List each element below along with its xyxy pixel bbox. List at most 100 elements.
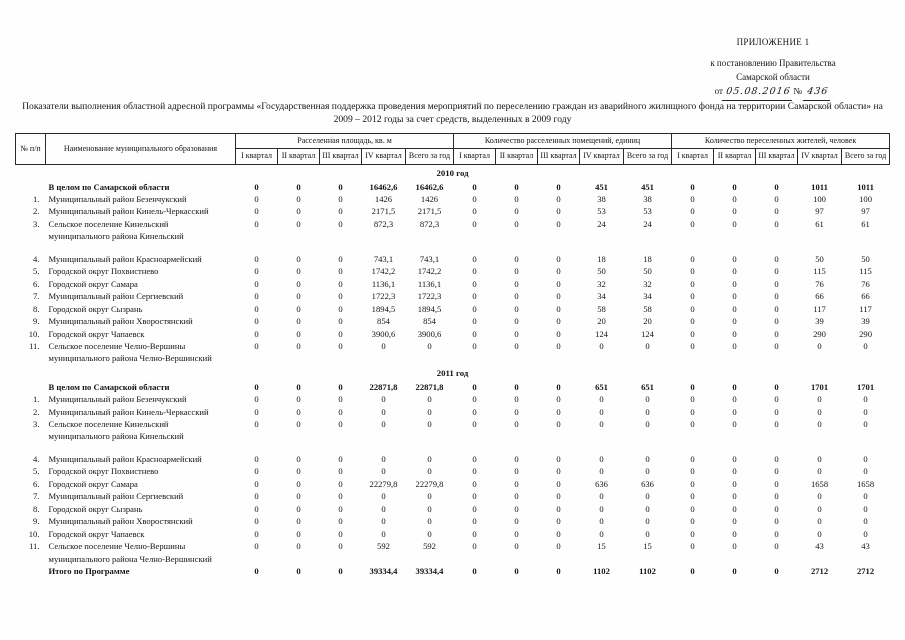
value-cell: 0 bbox=[254, 491, 259, 502]
value-cell: 0 bbox=[254, 266, 259, 277]
table-row: 8. Городской округ Сызрань 0 0 0 1894,5 1894,5… bbox=[16, 303, 890, 315]
value-cell: 0 bbox=[599, 340, 604, 351]
value-cell: 0 bbox=[690, 466, 695, 477]
value-cell: 0 bbox=[472, 381, 477, 392]
table-row: 1. Муниципальный район Безенчукский 0 0 0 0 0 0… bbox=[16, 393, 890, 405]
value-cell: 0 bbox=[645, 503, 650, 514]
municipality-name-cell: Городской округ Самара bbox=[48, 478, 138, 489]
value-cell: 115 bbox=[813, 266, 826, 277]
col-header-municipality: Наименование муниципального образования bbox=[45, 133, 236, 165]
value-cell: 22279,8 bbox=[415, 478, 444, 489]
row-number-cell: 1. bbox=[33, 394, 40, 405]
value-cell: 0 bbox=[472, 181, 477, 192]
value-cell: 58 bbox=[643, 303, 652, 314]
value-cell: 592 bbox=[423, 541, 436, 552]
value-cell: 0 bbox=[732, 478, 737, 489]
municipality-name-cell: Городской округ Сызрань bbox=[48, 503, 143, 514]
value-cell: 0 bbox=[863, 491, 868, 502]
value-cell: 0 bbox=[556, 516, 561, 527]
value-cell: 2171,5 bbox=[371, 206, 396, 217]
appendix-line: Самарской области bbox=[736, 71, 810, 82]
table-row: 6. Городской округ Самара 0 0 0 1136,1 1136,1 0… bbox=[16, 278, 890, 290]
row-number-cell: 5. bbox=[33, 466, 40, 477]
value-cell: 0 bbox=[254, 406, 259, 417]
value-cell: 0 bbox=[381, 503, 386, 514]
value-cell: 651 bbox=[641, 381, 654, 392]
value-cell: 0 bbox=[514, 394, 519, 405]
value-cell: 0 bbox=[774, 541, 779, 552]
table-row: 2. Муниципальный район Кинель-Черкасский 0… bbox=[16, 406, 890, 418]
value-cell: 0 bbox=[732, 466, 737, 477]
value-cell: 0 bbox=[472, 478, 477, 489]
value-cell: 0 bbox=[690, 316, 695, 327]
municipality-name-cell: Сельское поселение Кинельский муниципаль… bbox=[48, 418, 184, 442]
value-cell: 0 bbox=[690, 278, 695, 289]
value-cell: 3900,6 bbox=[371, 328, 396, 339]
value-cell: 743,1 bbox=[419, 253, 440, 264]
value-cell: 0 bbox=[556, 218, 561, 229]
value-cell: 76 bbox=[861, 278, 870, 289]
value-cell: 0 bbox=[381, 528, 386, 539]
table-row: 1. Муниципальный район Безенчукский 0 0 0 142… bbox=[16, 193, 890, 205]
table-row: В целом по Самарской области 0 0 0 22871,8 22… bbox=[16, 381, 890, 393]
row-number-cell: 2. bbox=[33, 206, 40, 217]
value-cell: 0 bbox=[381, 516, 386, 527]
value-cell: 0 bbox=[296, 516, 301, 527]
value-cell: 1701 bbox=[856, 381, 875, 392]
value-cell: 0 bbox=[690, 541, 695, 552]
value-cell: 0 bbox=[863, 503, 868, 514]
table-row: 9. Муниципальный район Хворостянский 0 0 0 85… bbox=[16, 315, 890, 327]
value-cell: 43 bbox=[815, 541, 824, 552]
year-label-cell: 2011 год bbox=[436, 367, 469, 378]
value-cell: 0 bbox=[472, 206, 477, 217]
value-cell: 0 bbox=[472, 541, 477, 552]
value-cell: 0 bbox=[556, 491, 561, 502]
value-cell: 0 bbox=[817, 528, 822, 539]
value-cell: 0 bbox=[556, 528, 561, 539]
value-cell: 0 bbox=[472, 565, 477, 576]
quarter-header: I квартал bbox=[235, 148, 278, 165]
value-cell: 0 bbox=[296, 466, 301, 477]
value-cell: 0 bbox=[296, 278, 301, 289]
value-cell: 0 bbox=[296, 291, 301, 302]
municipality-name-cell: В целом по Самарской области bbox=[48, 381, 170, 392]
value-cell: 0 bbox=[338, 340, 343, 351]
value-cell: 20 bbox=[597, 316, 606, 327]
value-cell: 0 bbox=[296, 394, 301, 405]
value-cell: 0 bbox=[381, 406, 386, 417]
value-cell: 18 bbox=[597, 253, 606, 264]
value-cell: 0 bbox=[732, 528, 737, 539]
value-cell: 0 bbox=[774, 453, 779, 464]
row-number-cell: 7. bbox=[33, 291, 40, 302]
municipality-name-cell: Муниципальный район Красноармейский bbox=[48, 253, 202, 264]
quarter-header: Всего за год bbox=[623, 148, 673, 165]
value-cell: 0 bbox=[254, 291, 259, 302]
row-number-cell: 1. bbox=[33, 193, 40, 204]
value-cell: 50 bbox=[815, 253, 824, 264]
value-cell: 0 bbox=[732, 266, 737, 277]
value-cell: 0 bbox=[774, 516, 779, 527]
value-cell: 97 bbox=[861, 206, 870, 217]
value-cell: 39334,4 bbox=[369, 565, 398, 576]
value-cell: 592 bbox=[377, 541, 390, 552]
value-cell: 0 bbox=[338, 291, 343, 302]
value-cell: 0 bbox=[645, 528, 650, 539]
group-header-premises: Количество расселенных помещений, единиц bbox=[453, 132, 673, 150]
value-cell: 0 bbox=[472, 394, 477, 405]
value-cell: 0 bbox=[381, 394, 386, 405]
value-cell: 0 bbox=[338, 516, 343, 527]
value-cell: 0 bbox=[254, 193, 259, 204]
value-cell: 0 bbox=[690, 303, 695, 314]
value-cell: 0 bbox=[381, 491, 386, 502]
row-number-cell: 3. bbox=[33, 418, 40, 429]
value-cell: 43 bbox=[861, 541, 870, 552]
value-cell: 0 bbox=[296, 181, 301, 192]
value-cell: 0 bbox=[556, 291, 561, 302]
quarter-header: II квартал bbox=[277, 148, 320, 165]
value-cell: 100 bbox=[813, 193, 826, 204]
table-row: 7. Муниципальный район Сергиевский 0 0 0 0 0 0 0… bbox=[16, 490, 890, 502]
value-cell: 0 bbox=[732, 491, 737, 502]
value-cell: 0 bbox=[296, 491, 301, 502]
value-cell: 0 bbox=[556, 406, 561, 417]
value-cell: 0 bbox=[338, 541, 343, 552]
